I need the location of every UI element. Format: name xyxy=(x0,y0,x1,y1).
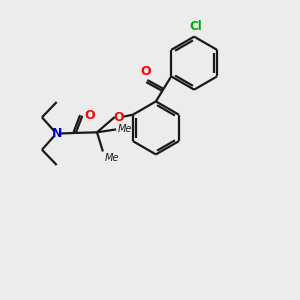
Text: Me: Me xyxy=(118,124,132,134)
Text: N: N xyxy=(52,127,62,140)
Text: Cl: Cl xyxy=(189,20,202,33)
Text: O: O xyxy=(85,109,95,122)
Text: O: O xyxy=(113,110,124,124)
Text: O: O xyxy=(141,65,151,78)
Text: Me: Me xyxy=(104,153,119,163)
